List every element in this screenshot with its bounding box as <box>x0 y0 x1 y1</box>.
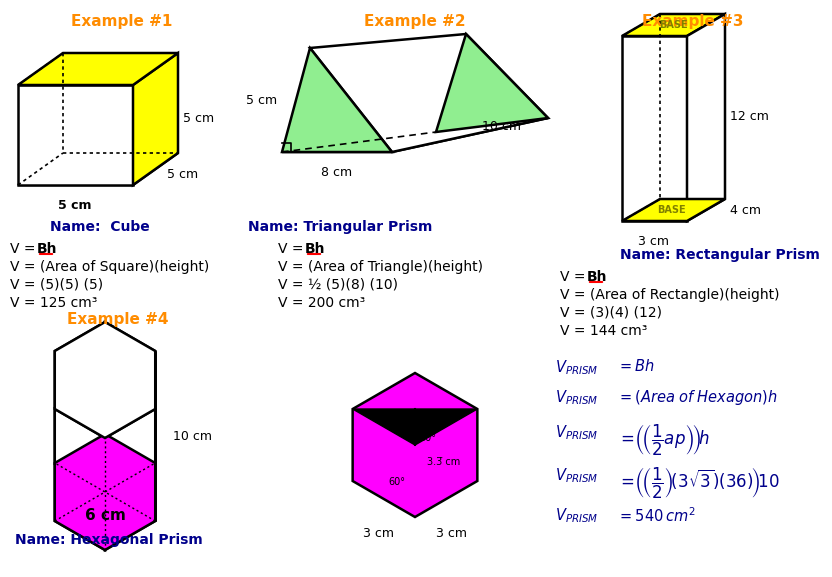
Text: 3 cm: 3 cm <box>364 527 394 540</box>
Polygon shape <box>436 34 548 132</box>
Text: $V_{PRISM}$: $V_{PRISM}$ <box>555 423 598 442</box>
Text: $=\!\left(\!\left(\dfrac{1}{2}ap\right)\!\right)\!h$: $=\!\left(\!\left(\dfrac{1}{2}ap\right)\… <box>617 423 711 458</box>
Text: $V_{PRISM}$: $V_{PRISM}$ <box>555 466 598 485</box>
Polygon shape <box>622 36 687 221</box>
Text: $=\!\left(\!\left(\dfrac{1}{2}\right)\!(3\sqrt{3})(36)\!\right)\!10$: $=\!\left(\!\left(\dfrac{1}{2}\right)\!(… <box>617 466 780 501</box>
Text: Example #4: Example #4 <box>67 312 169 327</box>
Text: BASE: BASE <box>659 20 687 30</box>
Text: V = 144 cm³: V = 144 cm³ <box>560 324 647 338</box>
Text: 12 cm: 12 cm <box>730 111 769 123</box>
Text: $V_{PRISM}$: $V_{PRISM}$ <box>555 506 598 524</box>
Text: $V_{PRISM}$: $V_{PRISM}$ <box>555 358 598 377</box>
Text: Bh: Bh <box>37 242 57 256</box>
Text: V =: V = <box>278 242 308 256</box>
Polygon shape <box>133 53 178 185</box>
Polygon shape <box>282 48 392 152</box>
Text: Bh: Bh <box>305 242 325 256</box>
Text: V = (5)(5) (5): V = (5)(5) (5) <box>10 278 103 292</box>
Text: Name: Rectangular Prism: Name: Rectangular Prism <box>620 248 820 262</box>
Text: 6 cm: 6 cm <box>85 508 126 523</box>
Text: 3.3̅ cm: 3.3̅ cm <box>427 457 460 467</box>
Text: 5 cm: 5 cm <box>167 167 198 181</box>
Polygon shape <box>55 409 105 550</box>
Text: Example #3: Example #3 <box>642 14 744 29</box>
Text: 10 cm: 10 cm <box>173 429 212 443</box>
Polygon shape <box>687 14 725 221</box>
Text: V =: V = <box>560 270 590 284</box>
Text: 3 cm: 3 cm <box>436 527 467 540</box>
Text: BASE: BASE <box>656 205 686 215</box>
Polygon shape <box>55 434 156 550</box>
Text: 3 cm: 3 cm <box>638 235 670 248</box>
Text: Example #1: Example #1 <box>72 14 173 29</box>
Text: Example #2: Example #2 <box>364 14 466 29</box>
Polygon shape <box>282 118 548 152</box>
Text: 5 cm: 5 cm <box>58 199 92 212</box>
Text: V =: V = <box>10 242 40 256</box>
Text: 60°: 60° <box>389 477 405 487</box>
Text: 10 cm: 10 cm <box>482 121 521 133</box>
Text: V = (Area of Triangle)(height): V = (Area of Triangle)(height) <box>278 260 483 274</box>
Text: Name: Hexagonal Prism: Name: Hexagonal Prism <box>15 533 203 547</box>
Polygon shape <box>310 34 548 152</box>
Text: V = 125 cm³: V = 125 cm³ <box>10 296 97 310</box>
Text: V = (Area of Rectangle)(height): V = (Area of Rectangle)(height) <box>560 288 780 302</box>
Text: $=540\,cm^2$: $=540\,cm^2$ <box>617 506 696 524</box>
Text: V = (3)(4) (12): V = (3)(4) (12) <box>560 306 662 320</box>
Polygon shape <box>18 53 178 85</box>
Text: $= Bh$: $= Bh$ <box>617 358 656 374</box>
Text: V = (Area of Square)(height): V = (Area of Square)(height) <box>10 260 210 274</box>
Polygon shape <box>353 409 478 445</box>
Polygon shape <box>18 153 178 185</box>
Text: Name: Triangular Prism: Name: Triangular Prism <box>248 220 432 234</box>
Text: V = 200 cm³: V = 200 cm³ <box>278 296 365 310</box>
Text: 8 cm: 8 cm <box>321 166 353 179</box>
Polygon shape <box>105 322 156 463</box>
Text: 30°: 30° <box>419 433 436 443</box>
Polygon shape <box>622 14 725 36</box>
Text: Bh: Bh <box>587 270 607 284</box>
Polygon shape <box>18 85 133 185</box>
Polygon shape <box>353 373 478 517</box>
Polygon shape <box>622 199 725 221</box>
Polygon shape <box>105 409 156 550</box>
Text: V = ½ (5)(8) (10): V = ½ (5)(8) (10) <box>278 278 398 292</box>
Polygon shape <box>55 322 156 438</box>
Text: $=\left(Area\;of\;Hexagon\right)h$: $=\left(Area\;of\;Hexagon\right)h$ <box>617 388 778 407</box>
Text: $V_{PRISM}$: $V_{PRISM}$ <box>555 388 598 407</box>
Text: 5 cm: 5 cm <box>246 93 277 107</box>
Polygon shape <box>55 322 105 463</box>
Text: 4 cm: 4 cm <box>730 204 761 216</box>
Text: 5 cm: 5 cm <box>183 113 214 126</box>
Text: Name:  Cube: Name: Cube <box>50 220 150 234</box>
